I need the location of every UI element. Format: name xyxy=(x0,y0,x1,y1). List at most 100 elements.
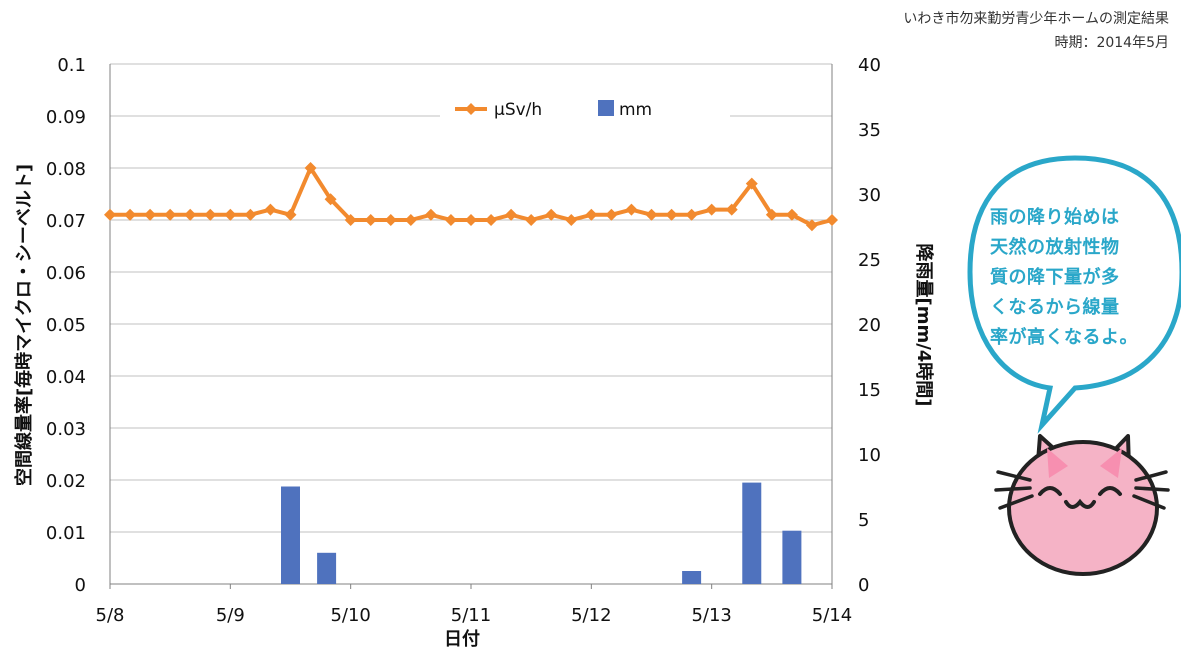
dose-rate-line xyxy=(104,162,838,232)
header-location: いわき市勿来勤労青少年ホームの測定結果 xyxy=(903,11,1169,27)
dose-rate-point xyxy=(585,208,598,221)
grid-lines xyxy=(109,63,833,585)
rainfall-bars xyxy=(281,482,802,584)
header-period: 時期：2014年5月 xyxy=(1054,35,1169,51)
left-tick-label: 0.03 xyxy=(46,419,86,440)
legend: μSv/h mm xyxy=(440,96,730,122)
cat-eye-right xyxy=(1098,486,1122,496)
left-tick-label: 0.01 xyxy=(46,523,86,544)
rainfall-bar xyxy=(782,530,802,584)
cat-ear-inner-left xyxy=(1047,448,1068,478)
dose-rate-point xyxy=(324,193,337,206)
legend-bar-label: mm xyxy=(619,100,652,120)
x-tick-label: 5/14 xyxy=(812,605,852,626)
dose-rate-point xyxy=(104,208,116,221)
dose-rate-point xyxy=(745,177,758,190)
right-tick-label: 0 xyxy=(858,575,869,596)
dose-rate-point xyxy=(505,208,518,221)
dose-rate-point xyxy=(244,208,257,221)
legend-bar-swatch xyxy=(598,100,614,116)
bubble-line: 率が高くなるよ。 xyxy=(990,327,1138,348)
right-tick-label: 25 xyxy=(858,250,881,271)
right-tick-label: 10 xyxy=(858,445,881,466)
left-tick-label: 0.02 xyxy=(46,471,86,492)
left-tick-label: 0.09 xyxy=(46,107,86,128)
right-tick-label: 15 xyxy=(858,380,881,401)
rainfall-bar xyxy=(281,486,300,584)
dose-rate-point xyxy=(665,208,678,221)
dose-rate-point xyxy=(525,214,538,226)
left-tick-label: 0.06 xyxy=(46,263,86,284)
left-tick-label: 0.1 xyxy=(57,55,86,76)
x-tick-label: 5/8 xyxy=(96,605,125,626)
legend-line-marker xyxy=(465,103,477,115)
left-tick-label: 0.08 xyxy=(46,159,86,180)
dose-rate-point xyxy=(204,208,217,221)
speech-bubble xyxy=(967,155,1181,434)
right-tick-label: 20 xyxy=(858,315,881,336)
dose-rate-point xyxy=(124,208,137,221)
right-tick-label: 35 xyxy=(858,120,881,141)
bubble-line: 天然の放射性物 xyxy=(990,237,1120,258)
x-tick-label: 5/11 xyxy=(451,605,491,626)
dose-rate-point xyxy=(765,208,778,221)
dose-rate-point xyxy=(424,208,437,221)
dose-rate-point xyxy=(384,214,397,226)
left-tick-label: 0.04 xyxy=(46,367,86,388)
dose-rate-point xyxy=(605,208,618,221)
legend-line-label: μSv/h xyxy=(494,100,542,120)
cat-mascot-icon xyxy=(994,434,1170,576)
dose-rate-point xyxy=(725,203,738,216)
dose-rate-point xyxy=(144,208,157,221)
dose-rate-point xyxy=(826,214,838,226)
dose-rate-point xyxy=(785,208,798,221)
dose-rate-point xyxy=(304,162,317,174)
bubble-line: くなるから線量 xyxy=(990,297,1120,318)
right-axis-ticks: 0 5 10 15 20 25 30 35 40 xyxy=(858,55,881,596)
right-tick-label: 5 xyxy=(858,510,869,531)
rainfall-bar xyxy=(317,552,337,584)
dose-rate-point xyxy=(545,208,558,221)
x-tick-label: 5/10 xyxy=(330,605,370,626)
left-axis-label: 空間線量率[毎時マイクロ・シーベルト] xyxy=(13,164,35,486)
cat-whiskers xyxy=(994,470,1170,510)
x-tick-label: 5/13 xyxy=(691,605,731,626)
dose-rate-point xyxy=(685,208,698,221)
legend-background xyxy=(440,96,730,122)
rainfall-bar xyxy=(742,482,762,584)
left-tick-label: 0.05 xyxy=(46,315,86,336)
dose-rate-point xyxy=(465,214,477,226)
dose-rate-point xyxy=(284,208,297,221)
x-axis-ticks: 5/8 5/9 5/10 5/11 5/12 5/13 5/14 xyxy=(96,584,852,626)
right-tick-label: 40 xyxy=(858,55,881,76)
dose-rate-point xyxy=(224,208,237,221)
left-axis-ticks: 0 0.01 0.02 0.03 0.04 0.05 0.06 0.07 0.08 0.09 0.1 xyxy=(46,55,86,596)
cat-mouth xyxy=(1064,498,1096,509)
dose-rate-point xyxy=(625,203,638,216)
dose-rate-point xyxy=(805,219,818,232)
dose-rate-point xyxy=(565,214,578,226)
bubble-line: 雨の降り始めは xyxy=(990,207,1120,228)
dose-rate-point xyxy=(344,214,357,226)
dose-rate-point xyxy=(705,203,718,216)
dose-rate-point xyxy=(364,214,377,226)
left-tick-label: 0.07 xyxy=(46,211,86,232)
cat-eye-left xyxy=(1038,486,1062,496)
x-tick-label: 5/9 xyxy=(216,605,245,626)
left-tick-label: 0 xyxy=(75,575,86,596)
dose-rate-point xyxy=(184,208,197,221)
dose-rate-point xyxy=(645,208,658,221)
cat-ear-inner-right xyxy=(1100,448,1122,478)
bubble-line: 質の降下量が多 xyxy=(990,267,1120,288)
dose-rate-point xyxy=(444,214,457,226)
speech-bubble-shape xyxy=(967,155,1181,434)
dose-rate-point xyxy=(164,208,177,221)
right-tick-label: 30 xyxy=(858,185,881,206)
x-tick-label: 5/12 xyxy=(571,605,611,626)
dose-rate-point xyxy=(404,214,417,226)
rainfall-bar xyxy=(682,571,702,584)
dose-rate-point xyxy=(485,214,498,226)
dose-rate-point xyxy=(264,203,277,216)
right-axis-label: 降雨量[mm/4時間] xyxy=(913,243,935,406)
